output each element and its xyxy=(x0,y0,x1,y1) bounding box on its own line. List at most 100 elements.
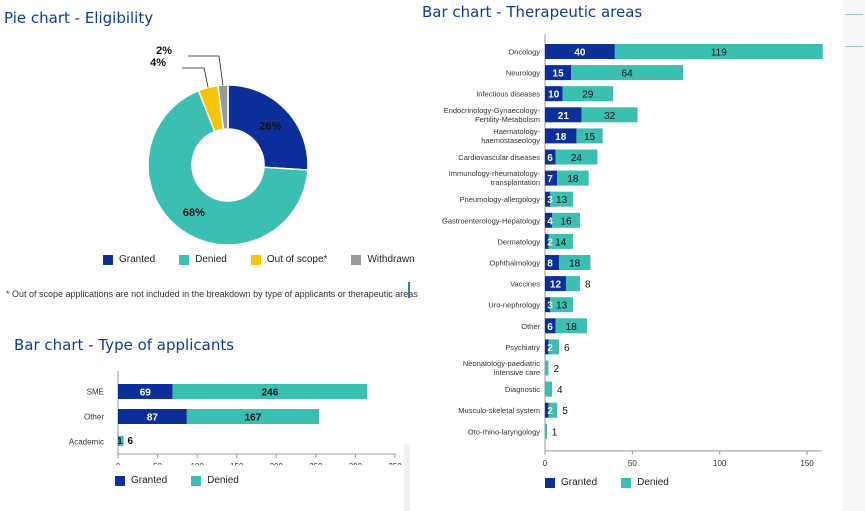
bar-granted xyxy=(545,402,549,418)
bar-value-granted: 4 xyxy=(547,216,553,227)
applicants-bar-chart: 0 50 100 150 200 250 300 350 SME 69 246 Other 87 167 A… xyxy=(69,371,402,465)
bar-denied xyxy=(571,65,684,81)
bar-value-denied: 6 xyxy=(128,436,134,447)
bar-denied xyxy=(545,360,549,376)
bar-value-granted: 21 xyxy=(558,111,570,122)
legend-granted[interactable]: Granted xyxy=(103,254,155,265)
bar-granted xyxy=(118,384,173,399)
category-label: Ophthalmology xyxy=(490,259,541,268)
bar-value-denied: 18 xyxy=(569,259,581,270)
legend-denied[interactable]: Denied xyxy=(179,254,227,265)
legend-denied[interactable]: Denied xyxy=(621,477,669,488)
bar-granted xyxy=(118,409,187,424)
bar-granted xyxy=(545,233,549,249)
bar-denied xyxy=(555,318,587,334)
x-tick-label: 50 xyxy=(153,462,162,465)
bar-value-granted: 12 xyxy=(550,280,562,291)
legend-swatch-granted xyxy=(545,477,555,488)
pie-chart-title: Pie chart - Eligibility xyxy=(4,9,154,27)
bar-denied xyxy=(576,128,603,144)
category-label: Gastroenterology-Hepatology xyxy=(442,216,540,225)
x-tick-label: 0 xyxy=(116,462,121,465)
category-label: Oto-rhino-laryngology xyxy=(468,427,540,436)
pie-footnote: * Out of scope applications are not incl… xyxy=(6,289,418,299)
eligibility-pie-chart: 26% 68% 4%2% xyxy=(147,45,309,246)
category-label: Dermatology xyxy=(497,237,540,246)
legend-denied[interactable]: Denied xyxy=(191,475,239,486)
panel-divider xyxy=(408,282,410,298)
category-label: Other xyxy=(84,413,104,422)
bar-value-granted: 69 xyxy=(140,388,152,399)
bar-value-denied: 64 xyxy=(622,69,634,80)
bar-denied xyxy=(550,191,573,207)
bar-denied xyxy=(557,170,589,186)
category-label: Musculo-skeletal system xyxy=(458,406,540,415)
category-label: haemostaseology xyxy=(481,136,540,145)
bar-value-denied: 246 xyxy=(262,388,279,399)
category-label: Fertility-Metabolism xyxy=(475,115,540,124)
bar-granted xyxy=(545,191,551,207)
bar-value-denied: 8 xyxy=(585,280,591,291)
bar-value-denied: 18 xyxy=(567,174,579,185)
bar-denied xyxy=(545,423,547,439)
applicants-chart-title: Bar chart - Type of applicants xyxy=(14,336,235,354)
bar-value-granted: 3 xyxy=(547,301,553,312)
bar-denied xyxy=(186,409,320,424)
bar-denied xyxy=(581,107,638,123)
legend-swatch-out-of-scope xyxy=(250,254,261,265)
bar-value-granted: 6 xyxy=(547,322,553,333)
bar-value-denied: 1 xyxy=(552,427,558,438)
bar-granted xyxy=(545,212,552,228)
x-tick-label: 150 xyxy=(230,462,244,465)
x-tick-label: 50 xyxy=(628,459,637,468)
bar-value-granted: 87 xyxy=(147,413,159,424)
pie-value-label: 2% xyxy=(156,45,172,57)
category-label: SME xyxy=(87,388,104,397)
bar-granted xyxy=(545,339,549,355)
category-label: Vaccines xyxy=(510,280,540,289)
bar-value-denied: 14 xyxy=(555,237,567,248)
pie-value-label: 68% xyxy=(183,207,205,219)
bar-granted xyxy=(545,65,572,81)
bar-value-denied: 32 xyxy=(604,111,616,122)
bar-granted xyxy=(545,149,556,165)
legend-label: Withdrawn xyxy=(367,254,415,265)
bar-value-granted: 7 xyxy=(547,174,553,185)
bar-value-granted: 8 xyxy=(547,259,553,270)
bar-denied xyxy=(118,436,124,446)
bar-granted xyxy=(545,297,551,313)
bar-granted xyxy=(545,318,556,334)
bar-value-granted: 10 xyxy=(548,90,560,101)
category-label: transplantation xyxy=(491,178,540,187)
x-tick-label: 350 xyxy=(388,462,402,465)
legend-swatch-denied xyxy=(179,254,190,265)
legend-granted[interactable]: Granted xyxy=(545,477,597,488)
legend-out-of-scope[interactable]: Out of scope* xyxy=(250,254,327,265)
legend-swatch-granted xyxy=(103,254,113,265)
x-tick-label: 200 xyxy=(270,462,284,465)
bar-value-denied: 2 xyxy=(553,364,559,375)
bar-value-denied: 5 xyxy=(562,406,568,417)
category-label: Haematology- xyxy=(493,127,540,136)
category-label: Infectious diseases xyxy=(476,90,540,99)
category-label: intensive care xyxy=(494,368,540,377)
bar-granted xyxy=(545,128,577,144)
bar-value-denied: 18 xyxy=(566,322,578,333)
category-label: Cardiovascular diseases xyxy=(458,153,540,162)
bar-denied xyxy=(562,86,614,102)
legend-granted[interactable]: Granted xyxy=(115,475,167,486)
legend-swatch-withdrawn xyxy=(351,254,362,265)
legend-swatch-denied xyxy=(621,477,632,488)
therapeutic-legend: Granted Denied xyxy=(545,477,693,488)
x-tick-label: 250 xyxy=(309,462,323,465)
bar-denied xyxy=(555,149,598,165)
bar-denied xyxy=(551,212,580,228)
legend-label: Granted xyxy=(561,477,598,488)
legend-withdrawn[interactable]: Withdrawn xyxy=(351,254,415,265)
applicants-legend: Granted Denied xyxy=(115,475,263,486)
category-label: Neonatology-paediatric xyxy=(463,359,540,368)
bar-value-denied: 13 xyxy=(556,301,568,312)
bar-value-denied: 24 xyxy=(571,153,583,164)
bar-denied xyxy=(548,233,573,249)
